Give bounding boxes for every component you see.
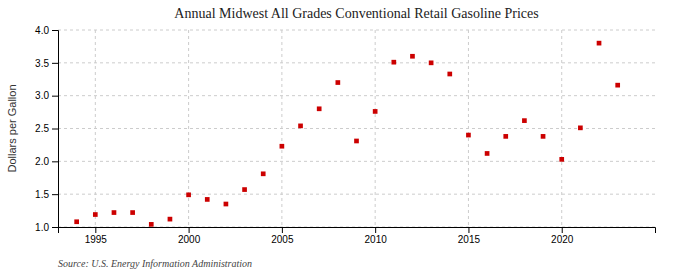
point <box>373 109 378 114</box>
point <box>261 171 266 176</box>
point <box>224 202 229 207</box>
x-tick: 2010 <box>365 227 388 245</box>
y-tick-mark <box>52 96 58 97</box>
y-tick-label: 1.5 <box>35 189 49 200</box>
y-tick: 2.5 <box>35 123 58 134</box>
point <box>597 41 602 46</box>
y-tick: 3.5 <box>35 58 58 69</box>
grid-line-y <box>58 161 655 162</box>
y-tick-mark <box>52 161 58 162</box>
point <box>205 197 210 202</box>
point <box>485 151 490 156</box>
point <box>522 118 527 123</box>
point <box>186 192 191 197</box>
chart-container: 1995 2000 2005 2010 2015 2020 1.0 1.5 2.0 2.5 3.0 3… <box>0 0 675 275</box>
point <box>130 210 135 215</box>
point <box>615 83 620 88</box>
y-tick-label: 3.0 <box>35 90 49 101</box>
grid-line-y <box>58 95 655 96</box>
x-axis-line <box>59 228 656 234</box>
x-tick-mark <box>282 227 283 233</box>
x-tick-mark <box>562 227 563 233</box>
point <box>298 124 303 129</box>
grid-line-x <box>468 30 469 227</box>
x-tick-mark <box>375 227 376 233</box>
y-tick-mark <box>52 30 58 31</box>
point <box>335 80 340 85</box>
point <box>354 139 359 144</box>
x-tick: 2000 <box>178 227 201 245</box>
y-tick-mark <box>52 63 58 64</box>
grid-line-y <box>58 194 655 195</box>
y-tick: 1.0 <box>35 222 58 233</box>
x-tick-label: 2005 <box>271 234 294 245</box>
point <box>410 54 415 59</box>
y-tick-label: 3.5 <box>35 58 49 69</box>
point <box>447 72 452 77</box>
grid-line-x <box>375 30 376 227</box>
x-tick: 2005 <box>271 227 294 245</box>
x-tick: 2015 <box>458 227 481 245</box>
point <box>541 134 546 139</box>
plot-area <box>74 41 620 227</box>
point <box>317 106 322 111</box>
point <box>112 210 117 215</box>
point <box>391 60 396 65</box>
x-tick-label: 2015 <box>458 234 481 245</box>
grid-line-y <box>58 128 655 129</box>
grid <box>58 30 655 227</box>
point <box>466 133 471 138</box>
grid-line-x <box>281 30 282 227</box>
x-tick-label: 1995 <box>85 234 108 245</box>
x-tick-label: 2010 <box>365 234 388 245</box>
point <box>503 134 508 139</box>
source-note: Source: U.S. Energy Information Administ… <box>58 258 252 269</box>
y-tick: 1.5 <box>35 189 58 200</box>
x-tick-mark <box>95 227 96 233</box>
grid-line-x <box>561 30 562 227</box>
point <box>242 187 247 192</box>
x-tick-label: 2000 <box>178 234 201 245</box>
point <box>578 125 583 130</box>
point <box>149 222 154 227</box>
y-tick: 3.0 <box>35 90 58 101</box>
point <box>168 217 173 222</box>
y-tick-label: 1.0 <box>35 222 49 233</box>
y-tick-mark <box>52 194 58 195</box>
grid-line-x <box>95 30 96 227</box>
y-axis-line <box>52 31 59 228</box>
y-tick-mark <box>52 227 58 228</box>
chart-svg: 1995 2000 2005 2010 2015 2020 1.0 1.5 2.0 2.5 3.0 3… <box>0 0 675 275</box>
y-tick-label: 2.5 <box>35 123 49 134</box>
y-axis-title: Dollars per Gallon <box>6 84 18 172</box>
x-tick-mark <box>468 227 469 233</box>
y-tick: 2.0 <box>35 156 58 167</box>
x-tick: 1995 <box>85 227 108 245</box>
y-axis: 1.0 1.5 2.0 2.5 3.0 3.5 4.0 <box>35 25 58 233</box>
x-axis: 1995 2000 2005 2010 2015 2020 <box>59 227 656 245</box>
point <box>280 144 285 149</box>
x-tick-label: 2020 <box>551 234 574 245</box>
grid-line-y <box>58 62 655 63</box>
x-tick: 2020 <box>551 227 574 245</box>
point <box>74 219 79 224</box>
point <box>429 60 434 65</box>
y-tick-mark <box>52 129 58 130</box>
grid-line-y <box>58 30 655 31</box>
y-tick-label: 2.0 <box>35 156 49 167</box>
point <box>93 212 98 217</box>
y-tick-label: 4.0 <box>35 25 49 36</box>
grid-line-x <box>188 30 189 227</box>
y-tick: 4.0 <box>35 25 58 36</box>
point <box>559 157 564 162</box>
title: Annual Midwest All Grades Conventional R… <box>174 6 538 21</box>
x-tick-mark <box>189 227 190 233</box>
